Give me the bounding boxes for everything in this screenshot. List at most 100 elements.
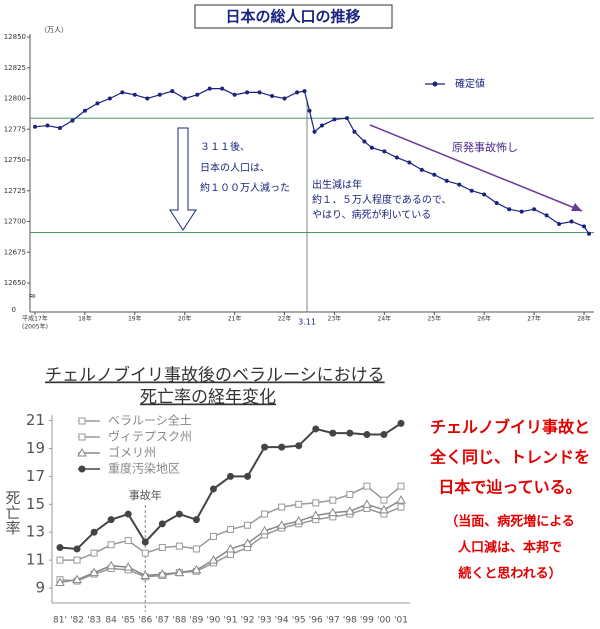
point (89, 567, 99, 577)
point (227, 472, 234, 480)
point (329, 496, 337, 504)
point (257, 90, 262, 95)
point (278, 503, 286, 511)
x-tick-label: '01 (394, 616, 408, 626)
x-tick-label: '83 (87, 616, 101, 626)
point (78, 417, 86, 425)
point (95, 101, 100, 106)
commentary: 日本で辿っている。 (438, 478, 581, 497)
legend-label: ベラルーシ全土 (108, 413, 192, 428)
y-unit: （万人） (40, 26, 68, 34)
point (587, 231, 592, 236)
x-tick-label: '91 (224, 616, 238, 626)
point (123, 562, 134, 571)
point (140, 570, 151, 579)
point (174, 567, 185, 577)
point (73, 556, 81, 564)
point (397, 482, 405, 490)
point (329, 429, 337, 437)
point (363, 482, 371, 490)
y-tick-label: 12725 (4, 187, 26, 195)
legend-label: 重度汚染地区 (108, 461, 180, 476)
x-tick-label: '88 (172, 616, 186, 626)
point (407, 160, 412, 165)
point (124, 510, 132, 518)
point (293, 516, 304, 525)
point (107, 541, 115, 549)
point (295, 500, 303, 508)
x-tick-label: '99 (360, 616, 374, 626)
y-tick-label: 12800 (4, 95, 26, 103)
note-text: 出生減は年 (312, 178, 362, 191)
y-tick-label: 9 (35, 579, 45, 597)
x-tick-label: '93 (258, 616, 272, 626)
legend-label: 確定値 (455, 77, 485, 90)
point (132, 92, 137, 97)
point (312, 129, 317, 134)
x-tick-label: '96 (309, 616, 323, 626)
trend-label: 原発事故怖し (452, 140, 518, 154)
point (544, 213, 549, 218)
x-tick-label: '89 (189, 616, 203, 626)
trend-arrow-head (571, 203, 582, 211)
point (346, 491, 354, 499)
point (90, 549, 98, 557)
point (261, 443, 269, 451)
y-tick-label: 12750 (4, 156, 26, 164)
x-tick-label: 26年 (477, 315, 491, 323)
x-tick-label: 84 (105, 616, 117, 626)
x-tick-label: '85 (121, 616, 135, 626)
point (191, 564, 202, 574)
x-tick-label: 28年 (577, 315, 591, 323)
x-tick-label: '87 (155, 616, 169, 626)
x-tick-label: 平成17年 (22, 315, 48, 323)
x-tick-label: 24年 (378, 315, 392, 323)
point (261, 510, 269, 518)
point (444, 178, 449, 183)
point (55, 577, 65, 586)
point (259, 525, 270, 535)
commentary: 人口減は、本邦で (458, 540, 562, 556)
point (302, 89, 307, 94)
point (107, 516, 115, 524)
point (307, 108, 312, 113)
legend-marker (432, 81, 438, 87)
point (77, 447, 87, 457)
point (124, 537, 132, 545)
point (244, 472, 252, 480)
point (57, 126, 62, 131)
point (319, 123, 324, 128)
legend-label: ゴメリ州 (108, 445, 156, 460)
point (232, 92, 237, 97)
point (519, 209, 524, 214)
point (158, 520, 166, 528)
point (242, 538, 253, 547)
note-text: 約１００万人減った (200, 181, 290, 194)
commentary: 続くと思われる） (458, 566, 561, 582)
axis-break: ≈ (28, 291, 36, 302)
chart-title: 死亡率の経年変化 (140, 388, 276, 408)
point (278, 443, 286, 451)
y-tick-label: 17 (26, 467, 45, 485)
point (170, 89, 175, 94)
chart-title: 日本の総人口の推移 (225, 8, 360, 26)
note-text: 日本の人口は、 (200, 161, 270, 174)
point (56, 556, 64, 564)
point (192, 545, 200, 553)
x-tick-label: '86 (138, 616, 152, 626)
commentary: 全く同じ、トレンドを (429, 448, 590, 467)
point (220, 86, 225, 91)
point (82, 108, 87, 113)
point (106, 560, 117, 570)
point (457, 182, 462, 187)
commentary: チェルノブイリ事故と (430, 418, 590, 437)
x-tick-label: 19年 (128, 315, 142, 323)
point (363, 431, 371, 439)
point (344, 506, 355, 515)
point (208, 555, 219, 564)
point (227, 525, 234, 533)
point (175, 510, 183, 518)
x-tick-label: '90 (206, 616, 220, 626)
point (182, 96, 187, 101)
